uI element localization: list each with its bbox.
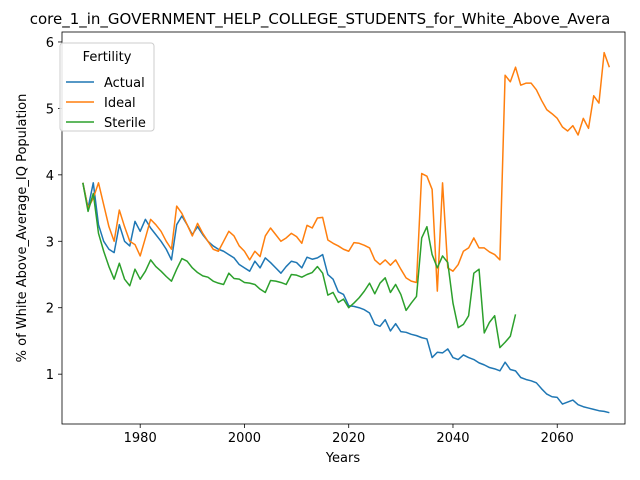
legend-items: Actual Ideal Sterile — [66, 76, 146, 131]
legend-title: Fertility — [83, 50, 132, 65]
series-line-actual — [82, 182, 610, 414]
x-tick-label: 1980 — [124, 431, 157, 446]
x-axis-label: Years — [325, 451, 361, 466]
chart-title: core_1_in_GOVERNMENT_HELP_COLLEGE_STUDEN… — [30, 10, 611, 29]
x-tick-label: 2020 — [332, 431, 365, 446]
x-axis-ticks: 1980 2000 2020 2040 2060 — [124, 424, 574, 446]
series-layer — [82, 51, 611, 414]
y-tick-label: 4 — [46, 169, 54, 184]
x-tick-label: 2060 — [541, 431, 574, 446]
x-tick-label: 2000 — [228, 431, 261, 446]
plot-frame — [61, 31, 626, 425]
legend-label-actual: Actual — [104, 76, 145, 91]
legend-box — [59, 42, 155, 132]
legend-label-sterile: Sterile — [104, 116, 146, 131]
plot-area — [62, 32, 625, 424]
y-tick-label: 6 — [46, 36, 54, 51]
legend: Fertility Actual Ideal Sterile — [59, 42, 155, 132]
y-axis-label: % of White Above_Average_IQ Population — [15, 94, 30, 363]
y-tick-label: 5 — [46, 102, 54, 117]
x-tick-label: 2040 — [436, 431, 469, 446]
y-tick-label: 3 — [46, 235, 54, 250]
y-tick-label: 1 — [46, 368, 54, 383]
series-line-sterile — [82, 182, 517, 349]
y-axis-ticks: 1 2 3 4 5 6 — [46, 36, 62, 383]
y-tick-label: 2 — [46, 302, 54, 317]
legend-label-ideal: Ideal — [104, 96, 136, 111]
series-line-ideal — [82, 51, 611, 292]
